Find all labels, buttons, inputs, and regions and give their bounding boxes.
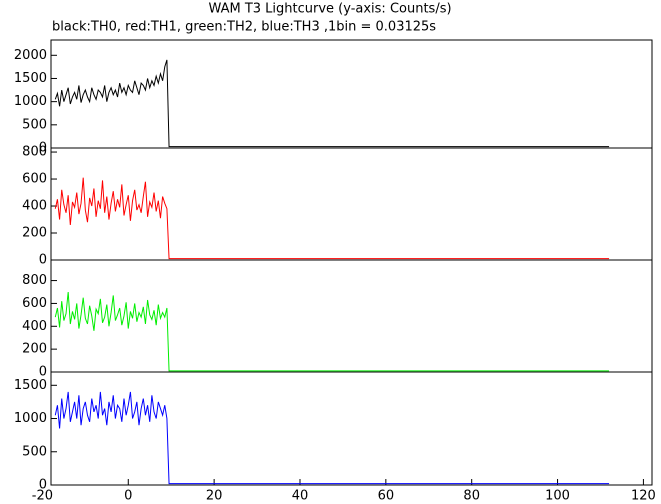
y-tick-label: 0	[39, 253, 47, 268]
y-tick-label: 200	[22, 226, 47, 241]
x-tick-label: 40	[292, 489, 309, 504]
chart-title: WAM T3 Lightcurve (y-axis: Counts/s)	[208, 2, 451, 17]
series-line	[54, 59, 610, 148]
y-tick-label: 200	[22, 342, 47, 357]
x-tick-label: -20	[32, 489, 53, 504]
y-tick-label: 0	[39, 478, 47, 493]
y-tick-label: 800	[22, 145, 47, 160]
x-tick-label: 100	[545, 489, 570, 504]
x-tick-label: 0	[124, 489, 132, 504]
y-tick-label: 800	[22, 273, 47, 288]
y-tick-label: 0	[39, 365, 47, 380]
y-tick-label: 0	[39, 141, 47, 156]
y-tick-label: 500	[22, 444, 47, 459]
y-tick-label: 1500	[14, 71, 47, 86]
x-tick-label: 60	[378, 489, 395, 504]
x-tick-label: 120	[631, 489, 656, 504]
y-tick-label: 1500	[14, 378, 47, 393]
y-tick-label: 1000	[14, 411, 47, 426]
y-tick-label: 600	[22, 172, 47, 187]
series-line	[54, 177, 610, 260]
x-tick-label: 20	[206, 489, 223, 504]
y-tick-label: 500	[22, 117, 47, 132]
chart-subtitle: black:TH0, red:TH1, green:TH2, blue:TH3 …	[52, 20, 436, 35]
x-tick-label: 80	[463, 489, 480, 504]
series-line	[54, 291, 610, 372]
y-tick-label: 2000	[14, 48, 47, 63]
series-line	[54, 391, 610, 485]
y-tick-label: 1000	[14, 94, 47, 109]
y-tick-label: 400	[22, 319, 47, 334]
y-tick-label: 400	[22, 199, 47, 214]
y-tick-label: 600	[22, 296, 47, 311]
panel-frame	[50, 371, 653, 486]
